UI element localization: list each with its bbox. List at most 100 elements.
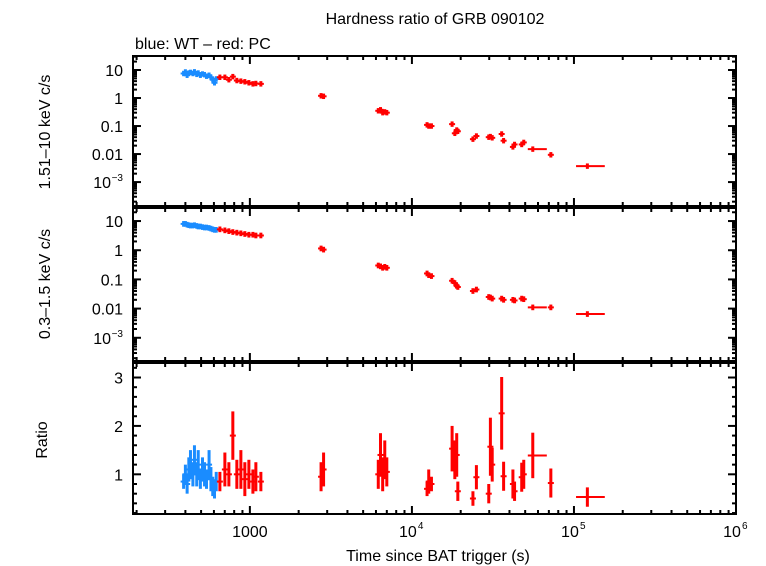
y-tick-label: 1 bbox=[114, 91, 123, 108]
y-tick-label: 1 bbox=[114, 467, 123, 484]
data-point-pc bbox=[320, 452, 327, 487]
data-point-pc bbox=[473, 286, 480, 293]
chart-title: Hardness ratio of GRB 090102 bbox=[326, 11, 545, 28]
y-tick-label: 0.01 bbox=[92, 147, 123, 164]
data-point-pc bbox=[547, 468, 554, 498]
y-tick-label: 0.1 bbox=[101, 272, 123, 289]
data-point-pc bbox=[383, 109, 390, 116]
y-tick-label: 2 bbox=[114, 419, 123, 436]
data-point-pc bbox=[547, 304, 554, 311]
data-point-pc bbox=[428, 123, 435, 129]
data-point-pc bbox=[221, 452, 228, 487]
data-point-pc bbox=[576, 487, 605, 507]
data-point-pc bbox=[454, 284, 461, 290]
data-point-pc bbox=[485, 483, 492, 504]
data-point-pc bbox=[511, 481, 518, 501]
x-tick-exponent: 6 bbox=[742, 521, 748, 532]
data-point-wt bbox=[213, 76, 220, 82]
data-point-pc bbox=[469, 136, 476, 142]
y-tick-label: 10 bbox=[105, 63, 123, 80]
data-point-pc bbox=[511, 141, 518, 148]
data-point-pc bbox=[383, 457, 390, 487]
data-point-pc bbox=[241, 462, 248, 497]
data-point-pc bbox=[520, 296, 527, 303]
y-tick-label: 3 bbox=[114, 371, 123, 388]
x-tick-label: 10 bbox=[399, 524, 417, 541]
data-point-pc bbox=[377, 107, 384, 113]
data-point-pc bbox=[221, 74, 228, 80]
y-tick-label: 0.01 bbox=[92, 302, 123, 319]
data-point-pc bbox=[527, 146, 547, 152]
x-tick-label: 10 bbox=[561, 524, 579, 541]
data-point-pc bbox=[225, 77, 232, 83]
x-axis-label: Time since BAT trigger (s) bbox=[346, 548, 530, 565]
data-point-pc bbox=[489, 135, 496, 141]
y-axis-label-ratio: Ratio bbox=[34, 421, 51, 458]
data-point-pc bbox=[454, 128, 461, 134]
data-point-pc bbox=[257, 471, 264, 492]
data-point-wt bbox=[206, 450, 213, 480]
data-point-pc bbox=[229, 73, 236, 80]
data-point-pc bbox=[257, 232, 264, 239]
data-point-pc bbox=[428, 476, 435, 492]
data-point-pc bbox=[428, 273, 435, 279]
chart-subtitle: blue: WT – red: PC bbox=[135, 36, 271, 53]
data-point-pc bbox=[520, 139, 527, 146]
data-point-pc bbox=[511, 297, 518, 304]
data-point-pc bbox=[233, 459, 240, 489]
x-tick-exponent: 5 bbox=[580, 521, 586, 532]
y-tick-label: 0.1 bbox=[101, 119, 123, 136]
data-point-pc bbox=[576, 311, 605, 317]
x-tick-label: 10 bbox=[723, 524, 741, 541]
data-point-pc bbox=[245, 459, 252, 489]
y-tick-label: 10 bbox=[93, 331, 111, 348]
data-point-pc bbox=[237, 450, 244, 489]
data-point-pc bbox=[252, 462, 259, 492]
data-point-pc bbox=[383, 264, 390, 271]
data-point-pc bbox=[229, 411, 236, 460]
data-point-pc bbox=[500, 296, 507, 303]
data-point-pc bbox=[449, 121, 456, 127]
data-point-pc bbox=[377, 433, 384, 477]
data-point-pc bbox=[500, 461, 507, 491]
data-point-pc bbox=[245, 80, 252, 86]
data-point-pc bbox=[489, 295, 496, 302]
panel-frame bbox=[132, 362, 737, 515]
data-point-pc bbox=[527, 304, 547, 311]
y-tick-label: 10 bbox=[93, 175, 111, 192]
data-point-pc bbox=[520, 459, 527, 489]
data-point-pc bbox=[576, 163, 605, 169]
data-point-pc bbox=[454, 481, 461, 501]
y-tick-exponent: −3 bbox=[112, 173, 124, 184]
data-point-wt bbox=[195, 450, 202, 480]
data-point-pc bbox=[241, 79, 248, 85]
data-point-pc bbox=[500, 137, 507, 144]
data-point-wt bbox=[184, 474, 191, 494]
data-point-pc bbox=[498, 377, 505, 450]
data-point-pc bbox=[547, 152, 554, 158]
data-point-pc bbox=[216, 471, 223, 492]
y-axis-label-hard: 1.51–10 keV c/s bbox=[37, 75, 54, 190]
data-point-pc bbox=[225, 462, 232, 487]
data-point-pc bbox=[453, 433, 460, 477]
data-point-pc bbox=[257, 81, 264, 87]
data-point-wt bbox=[191, 445, 198, 475]
data-point-pc bbox=[527, 432, 547, 479]
data-point-pc bbox=[489, 447, 496, 482]
y-axis-label-soft: 0.3–1.5 keV c/s bbox=[37, 229, 54, 339]
data-point-pc bbox=[498, 131, 505, 137]
data-point-pc bbox=[469, 491, 476, 506]
y-tick-exponent: −3 bbox=[112, 329, 124, 340]
data-point-pc bbox=[320, 246, 327, 253]
data-point-pc bbox=[320, 93, 327, 100]
data-point-pc bbox=[473, 465, 480, 490]
y-tick-label: 1 bbox=[114, 243, 123, 260]
x-tick-label: 1000 bbox=[232, 524, 268, 541]
data-point-pc bbox=[216, 226, 223, 233]
data-point-wt bbox=[211, 80, 218, 86]
data-point-pc bbox=[487, 417, 494, 476]
x-tick-exponent: 4 bbox=[418, 521, 424, 532]
data-point-pc bbox=[473, 133, 480, 139]
y-tick-label: 10 bbox=[105, 214, 123, 231]
